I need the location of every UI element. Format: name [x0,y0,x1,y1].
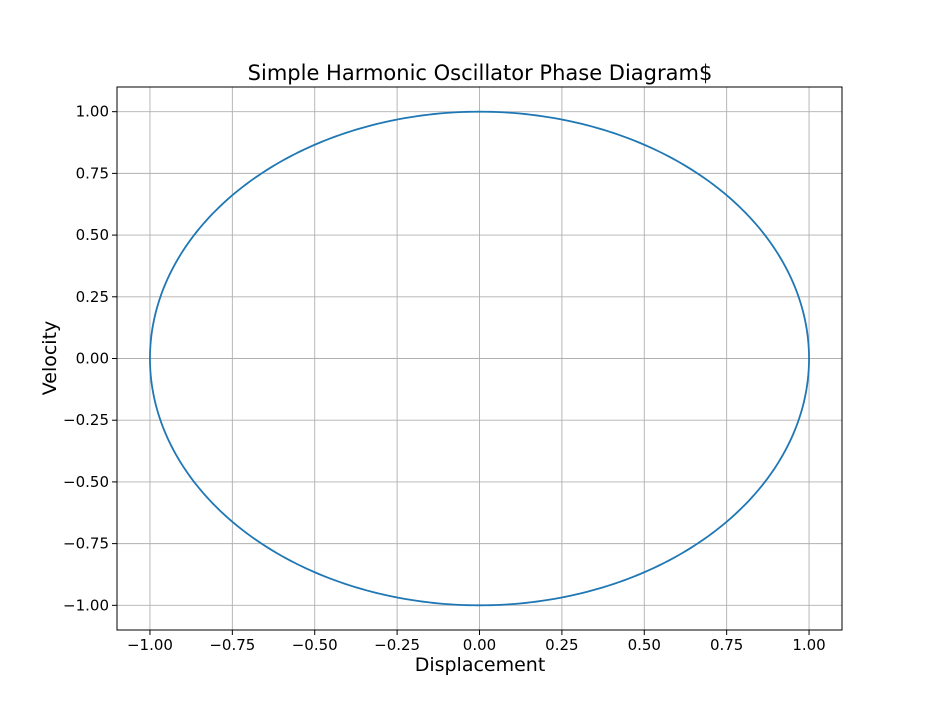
series-point [711,183,714,185]
series-point [643,143,646,146]
y-axis-title: Velocity [39,321,61,396]
y-tick-label: 0.00 [76,350,109,368]
x-tick-label: −0.50 [292,636,338,654]
y-tick-label: −1.00 [63,596,109,614]
series-point [764,234,766,236]
x-tick-label: 0.25 [545,636,578,654]
x-tick-label: 0.50 [628,636,661,654]
series-point [149,357,151,360]
series-point [808,357,810,360]
y-tick-label: 1.00 [76,103,109,121]
x-axis-title: Displacement [415,654,546,676]
series-point [193,234,195,236]
x-tick-label: 0.00 [463,636,496,654]
series-point [564,119,566,121]
x-tick-label: −1.00 [127,636,173,654]
series-point [245,532,248,534]
series-point [393,596,395,598]
series-point [711,532,714,534]
x-tick-label: 0.75 [710,636,743,654]
series-point [797,421,799,424]
series-point [245,183,248,185]
series-layer [149,110,810,607]
y-tick-label: 0.75 [76,164,109,182]
series-point [393,119,395,121]
chart-title: Simple Harmonic Oscillator Phase Diagram… [248,61,713,85]
axis-ticks: −1.00 −0.75 −0.50 −0.25 0.00 0.25 0.50 0.75 1.00… [63,103,826,654]
y-tick-label: −0.25 [63,411,109,429]
y-tick-label: −0.50 [63,473,109,491]
series-point [643,571,646,574]
series-point [564,596,566,598]
series-point [160,421,162,424]
y-tick-label: 0.50 [76,226,109,244]
series-point [313,143,316,146]
y-tick-label: −0.75 [63,535,109,553]
series-point [478,604,481,607]
series-point [193,481,195,483]
x-tick-label: 1.00 [792,636,825,654]
x-tick-label: −0.25 [374,636,420,654]
series-point [160,293,162,296]
series-point [797,293,799,296]
y-tick-label: 0.25 [76,288,109,306]
series-point [313,571,316,574]
series-point [764,481,766,483]
series-point [478,110,481,113]
x-tick-label: −0.75 [209,636,255,654]
